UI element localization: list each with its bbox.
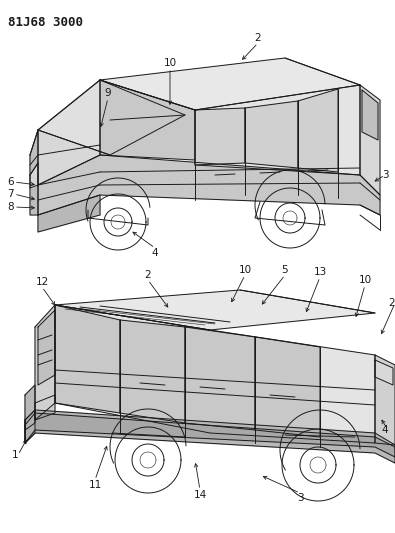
Text: 4: 4 (152, 248, 158, 258)
Text: 11: 11 (88, 480, 102, 490)
Text: 5: 5 (282, 265, 288, 275)
Text: 2: 2 (388, 298, 395, 308)
Text: 10: 10 (358, 275, 372, 285)
Polygon shape (25, 410, 35, 443)
Polygon shape (38, 310, 55, 385)
Polygon shape (25, 410, 395, 463)
Polygon shape (55, 290, 375, 330)
Text: 2: 2 (145, 270, 151, 280)
Polygon shape (30, 130, 38, 215)
Polygon shape (55, 305, 375, 443)
Polygon shape (360, 85, 380, 195)
Text: 12: 12 (36, 277, 49, 287)
Text: 7: 7 (8, 189, 14, 199)
Text: 81J68 3000: 81J68 3000 (8, 16, 83, 29)
Polygon shape (100, 58, 360, 110)
Text: 3: 3 (297, 493, 303, 503)
Polygon shape (25, 385, 35, 430)
Text: 9: 9 (105, 88, 111, 98)
Text: 10: 10 (239, 265, 252, 275)
Text: 3: 3 (382, 170, 388, 180)
Polygon shape (38, 80, 100, 185)
Polygon shape (25, 413, 395, 457)
Text: 4: 4 (382, 425, 388, 435)
Polygon shape (185, 327, 255, 430)
Polygon shape (195, 108, 245, 165)
Polygon shape (362, 90, 378, 140)
Polygon shape (30, 163, 38, 188)
Polygon shape (100, 80, 195, 160)
Polygon shape (38, 80, 185, 155)
Text: 6: 6 (8, 177, 14, 187)
Text: 8: 8 (8, 202, 14, 212)
Polygon shape (38, 155, 380, 215)
Text: 2: 2 (255, 33, 261, 43)
Polygon shape (35, 395, 55, 420)
Text: 1: 1 (11, 450, 18, 460)
Polygon shape (38, 195, 100, 232)
Polygon shape (120, 320, 185, 423)
Polygon shape (245, 101, 298, 168)
Text: 13: 13 (313, 267, 327, 277)
Polygon shape (255, 337, 320, 437)
Text: 10: 10 (164, 58, 177, 68)
Polygon shape (195, 85, 360, 175)
Text: 14: 14 (194, 490, 207, 500)
Polygon shape (55, 305, 120, 413)
Polygon shape (375, 360, 393, 385)
Polygon shape (375, 355, 395, 445)
Polygon shape (298, 89, 338, 172)
Polygon shape (35, 305, 55, 420)
